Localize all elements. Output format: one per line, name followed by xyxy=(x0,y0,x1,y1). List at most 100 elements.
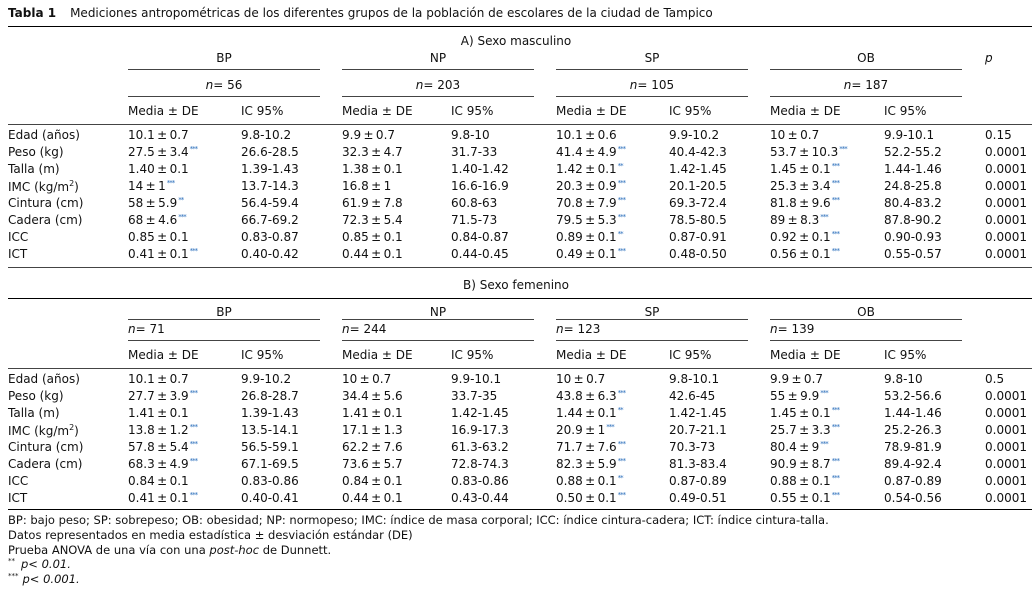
cell-ic: 20.1-20.5 xyxy=(669,179,727,193)
cell-media: 0.55 ± 0.1*** xyxy=(770,491,840,505)
cell-ic: 0.48-0.50 xyxy=(669,247,727,261)
cell-ic: 70.3-73 xyxy=(669,440,716,454)
cell-ic: 40.4-42.3 xyxy=(669,145,727,159)
cell-ic: 1.42-1.45 xyxy=(669,406,727,420)
cell-ic: 16.9-17.3 xyxy=(451,423,509,437)
cell-ic: 26.8-28.7 xyxy=(241,389,299,403)
cell-media: 16.8 ± 1 xyxy=(342,179,392,193)
col-header-ic: IC 95% xyxy=(451,104,494,118)
cell-ic: 1.44-1.46 xyxy=(884,162,942,176)
row-label: IMC (kg/m2) xyxy=(8,179,79,194)
group-n-rule xyxy=(556,96,748,97)
cell-media: 58 ± 5.9** xyxy=(128,196,184,210)
cell-ic: 20.7-21.1 xyxy=(669,423,727,437)
footnote-data: Datos representados en media estadística… xyxy=(8,528,413,542)
cell-p: 0.0001 xyxy=(985,145,1027,159)
bottom-rule xyxy=(8,509,1032,510)
cell-ic: 67.1-69.5 xyxy=(241,457,299,471)
col-header-ic: IC 95% xyxy=(884,104,927,118)
group-n: n= 139 xyxy=(770,322,815,336)
cell-media: 41.4 ± 4.9*** xyxy=(556,145,626,159)
cell-media: 14 ± 1*** xyxy=(128,179,175,193)
row-label: Cadera (cm) xyxy=(8,457,83,471)
cell-ic: 9.9-10.2 xyxy=(669,128,720,142)
cell-media: 80.4 ± 9*** xyxy=(770,440,829,454)
group-n: n= 123 xyxy=(556,322,601,336)
cell-ic: 0.49-0.51 xyxy=(669,491,727,505)
group-rule xyxy=(770,319,962,320)
cell-media: 34.4 ± 5.6 xyxy=(342,389,403,403)
group-header-np: NP xyxy=(429,305,447,319)
cell-p: 0.0001 xyxy=(985,230,1027,244)
group-header-np: NP xyxy=(429,51,447,65)
cell-ic: 9.9-10.1 xyxy=(884,128,935,142)
cell-ic: 9.8-10 xyxy=(884,372,923,386)
cell-ic: 0.54-0.56 xyxy=(884,491,942,505)
cell-p: 0.0001 xyxy=(985,457,1027,471)
cell-ic: 25.2-26.3 xyxy=(884,423,942,437)
cell-ic: 61.3-63.2 xyxy=(451,440,509,454)
cell-media: 61.9 ± 7.8 xyxy=(342,196,403,210)
cell-media: 89 ± 8.3*** xyxy=(770,213,829,227)
cell-p: 0.0001 xyxy=(985,406,1027,420)
cell-ic: 0.87-0.89 xyxy=(884,474,942,488)
cell-media: 10 ± 0.7 xyxy=(556,372,606,386)
cell-media: 17.1 ± 1.3 xyxy=(342,423,403,437)
row-label: Edad (años) xyxy=(8,128,80,142)
cell-ic: 78.9-81.9 xyxy=(884,440,942,454)
section-b-top-rule xyxy=(8,298,1032,299)
cell-media: 0.92 ± 0.1*** xyxy=(770,230,840,244)
row-label: Cintura (cm) xyxy=(8,196,84,210)
group-rule xyxy=(342,69,534,70)
cell-media: 0.49 ± 0.1*** xyxy=(556,247,626,261)
cell-media: 62.2 ± 7.6 xyxy=(342,440,403,454)
col-header-media: Media ± DE xyxy=(128,104,199,118)
cell-media: 10 ± 0.7 xyxy=(342,372,392,386)
cell-media: 0.88 ± 0.1** xyxy=(556,474,624,488)
row-label: ICC xyxy=(8,474,29,488)
row-label: Edad (años) xyxy=(8,372,80,386)
cell-media: 81.8 ± 9.6*** xyxy=(770,196,840,210)
group-rule xyxy=(556,69,748,70)
col-header-ic: IC 95% xyxy=(451,348,494,362)
cell-media: 25.3 ± 3.4*** xyxy=(770,179,840,193)
group-rule xyxy=(128,69,320,70)
row-label: Cintura (cm) xyxy=(8,440,84,454)
cell-ic: 13.7-14.3 xyxy=(241,179,299,193)
group-n-rule xyxy=(342,340,534,341)
cell-media: 1.45 ± 0.1*** xyxy=(770,406,840,420)
cell-ic: 9.8-10.2 xyxy=(241,128,292,142)
group-header-ob: OB xyxy=(857,51,875,65)
row-label: Peso (kg) xyxy=(8,389,64,403)
col-header-media: Media ± DE xyxy=(342,348,413,362)
group-header-sp: SP xyxy=(644,51,660,65)
cell-media: 27.5 ± 3.4*** xyxy=(128,145,198,159)
cell-media: 68.3 ± 4.9*** xyxy=(128,457,198,471)
section-title: A) Sexo masculino xyxy=(460,34,572,48)
group-n: n= 203 xyxy=(415,78,461,92)
row-label: Peso (kg) xyxy=(8,145,64,159)
cell-ic: 26.6-28.5 xyxy=(241,145,299,159)
cell-media: 0.84 ± 0.1 xyxy=(128,474,189,488)
cell-media: 72.3 ± 5.4 xyxy=(342,213,403,227)
cell-media: 43.8 ± 6.3*** xyxy=(556,389,626,403)
table-title: Tabla 1 Mediciones antropométricas de los… xyxy=(8,6,713,20)
cell-p: 0.0001 xyxy=(985,389,1027,403)
group-n-rule xyxy=(128,340,320,341)
cell-ic: 1.40-1.42 xyxy=(451,162,509,176)
cell-ic: 1.39-1.43 xyxy=(241,406,299,420)
cell-media: 10.1 ± 0.7 xyxy=(128,372,189,386)
cell-media: 0.84 ± 0.1 xyxy=(342,474,403,488)
group-rule xyxy=(770,69,962,70)
cell-ic: 0.83-0.87 xyxy=(241,230,299,244)
row-label: Cadera (cm) xyxy=(8,213,83,227)
cell-media: 90.9 ± 8.7*** xyxy=(770,457,840,471)
cell-ic: 60.8-63 xyxy=(451,196,498,210)
cell-ic: 0.44-0.45 xyxy=(451,247,509,261)
cell-ic: 52.2-55.2 xyxy=(884,145,942,159)
group-header-bp: BP xyxy=(216,51,232,65)
cell-ic: 87.8-90.2 xyxy=(884,213,942,227)
cell-p: 0.0001 xyxy=(985,247,1027,261)
cell-p: 0.0001 xyxy=(985,423,1027,437)
row-label: IMC (kg/m2) xyxy=(8,423,79,438)
